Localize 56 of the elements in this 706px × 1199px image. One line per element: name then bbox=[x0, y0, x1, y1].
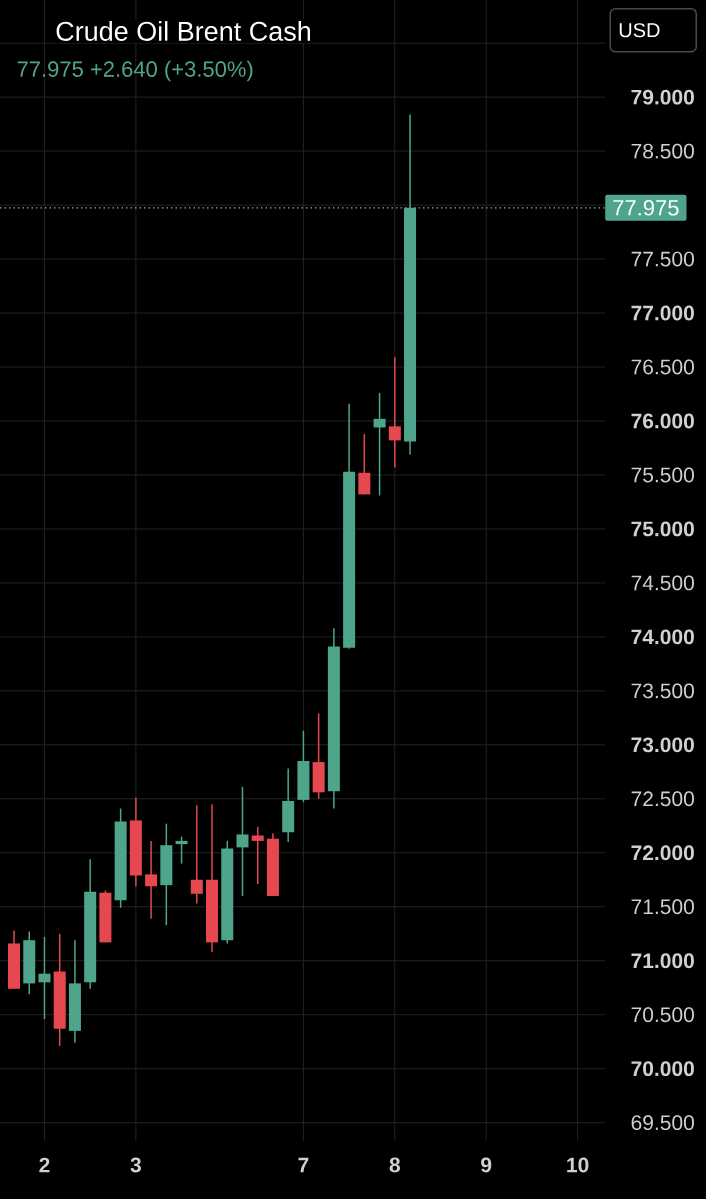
y-tick-label: 77.000 bbox=[631, 305, 694, 321]
candlestick bbox=[327, 627, 340, 810]
x-tick-label: 8 bbox=[389, 1157, 400, 1173]
candlestick bbox=[388, 356, 401, 469]
y-tick-label: 69.500 bbox=[631, 1115, 694, 1131]
candlestick bbox=[221, 840, 234, 945]
candlestick bbox=[190, 804, 203, 905]
ref-line-label: 77.975 bbox=[613, 199, 679, 216]
candlestick bbox=[343, 402, 356, 650]
candlestick bbox=[373, 392, 386, 497]
candlestick bbox=[53, 932, 66, 1047]
candlestick bbox=[358, 433, 371, 496]
x-tick-label: 9 bbox=[481, 1157, 492, 1173]
candlestick bbox=[114, 807, 127, 909]
candlestick bbox=[8, 929, 21, 990]
candlestick bbox=[68, 939, 81, 1044]
y-tick-label: 71.000 bbox=[631, 953, 694, 969]
candlestick bbox=[160, 822, 173, 926]
y-tick-label: 74.000 bbox=[631, 629, 694, 645]
x-tick-label: 2 bbox=[39, 1157, 50, 1173]
candlestick bbox=[175, 835, 188, 865]
y-tick-label: 79.000 bbox=[631, 89, 694, 105]
y-tick-label: 71.500 bbox=[631, 899, 694, 915]
y-tick-label: 74.500 bbox=[631, 575, 694, 591]
x-tick-label: 7 bbox=[298, 1157, 309, 1173]
y-tick-label: 76.500 bbox=[631, 359, 694, 375]
y-tick-label: 73.000 bbox=[631, 737, 694, 753]
candlestick bbox=[404, 113, 417, 456]
y-tick-label: 75.000 bbox=[631, 521, 694, 537]
candlestick bbox=[251, 826, 264, 885]
text: Crude Oil Brent Cash bbox=[56, 21, 311, 41]
candlestick bbox=[38, 936, 51, 1020]
candlestick bbox=[84, 858, 97, 990]
text: USD bbox=[619, 23, 660, 38]
candlestick bbox=[129, 796, 142, 887]
candlestick bbox=[99, 889, 112, 944]
y-tick-label: 70.000 bbox=[631, 1061, 694, 1077]
y-tick-label: 70.500 bbox=[631, 1007, 694, 1023]
candlestick bbox=[282, 767, 295, 843]
text: 77.975 +2.640 (+3.50%) bbox=[17, 60, 253, 82]
y-tick-label: 75.500 bbox=[631, 467, 694, 483]
x-tick-label: 10 bbox=[567, 1157, 589, 1173]
y-tick-label: 73.500 bbox=[631, 683, 694, 699]
candlestick bbox=[312, 712, 325, 800]
candlestick bbox=[145, 840, 158, 920]
x-tick-label: 3 bbox=[130, 1157, 141, 1173]
y-tick-label: 78.500 bbox=[631, 143, 694, 159]
y-tick-label: 76.000 bbox=[631, 413, 694, 429]
y-tick-label: 77.500 bbox=[631, 251, 694, 267]
candlestick bbox=[206, 803, 219, 953]
y-tick-label: 72.500 bbox=[631, 791, 694, 807]
candlestick bbox=[23, 930, 36, 995]
candlestick bbox=[297, 730, 310, 803]
candlestick bbox=[236, 786, 249, 897]
candlestick bbox=[266, 832, 279, 897]
y-tick-label: 72.000 bbox=[631, 845, 694, 861]
